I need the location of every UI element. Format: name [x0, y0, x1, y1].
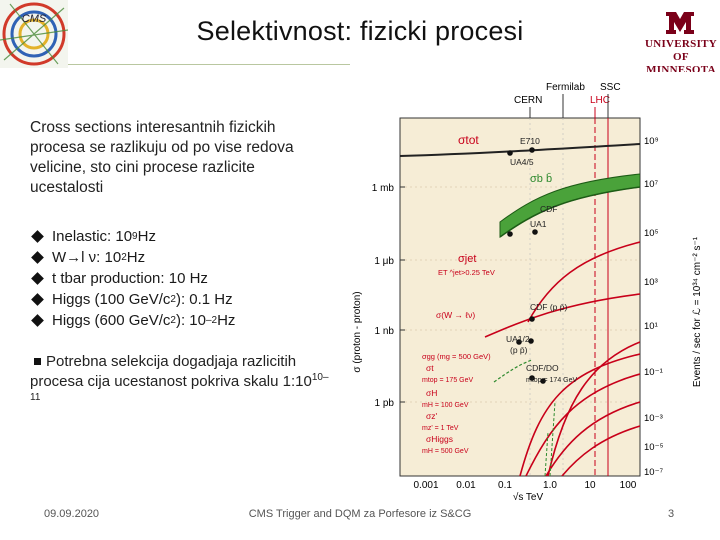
- label-sigma-bb: σb b̄: [530, 172, 552, 185]
- label-lhc: LHC: [590, 95, 610, 106]
- intro-text: Cross sections interesantnih fizickih pr…: [30, 119, 294, 196]
- y-right-tick: 10⁻⁷: [644, 467, 664, 478]
- label-sigma-tot: σtot: [458, 133, 479, 147]
- y-right-tick: 10⁹: [644, 136, 659, 147]
- label-jet-cut: ET ^jet>0.25 TeV: [438, 268, 495, 277]
- label-w-lnu: σ(W → ℓν): [436, 310, 475, 320]
- label-e710: E710: [520, 136, 540, 146]
- university-logo: [640, 8, 720, 68]
- square-bullet-icon: [34, 357, 41, 365]
- diamond-bullet-icon: [31, 293, 44, 306]
- label-sigma-gg: σgg (mg = 500 GeV): [422, 352, 491, 361]
- university-line1: UNIVERSITY: [644, 38, 718, 50]
- y-right-tick: 10⁷: [644, 179, 659, 190]
- label-sigma-z: σz': [426, 411, 437, 421]
- x-tick: 0.001: [413, 480, 438, 491]
- y-right-tick: 10³: [644, 277, 658, 288]
- diamond-bullet-icon: [31, 272, 44, 285]
- label-mtop-175: mtop = 175 GeV: [422, 377, 474, 384]
- y-left-tick: 1 μb: [374, 256, 394, 267]
- y-right-title: Events / sec for ℒ = 10³⁴ cm⁻² s⁻¹: [692, 236, 703, 387]
- x-tick: 10: [584, 480, 596, 491]
- label-cdf-ppbar: CDF (p p̄): [530, 302, 567, 312]
- bullet-higgs-100: Higgs (100 GeV/c 2): 0.1 Hz: [30, 289, 340, 310]
- cms-logo-text: CMS: [22, 13, 47, 25]
- y-right-tick: 10⁻¹: [644, 367, 663, 378]
- label-sigma-h: σH: [426, 388, 437, 398]
- label-ssc: SSC: [600, 82, 621, 93]
- y-right-tick: 10¹: [644, 321, 658, 332]
- y-right-tick: 10⁻³: [644, 413, 663, 424]
- y-left-tick: 1 pb: [375, 398, 395, 409]
- label-sigma-t: σt: [426, 363, 434, 373]
- y-left-title: σ (proton - proton): [352, 291, 363, 372]
- diamond-bullet-icon: [31, 251, 44, 264]
- x-tick: 0.01: [456, 480, 476, 491]
- bullet-higgs-600: Higgs (600 GeV/c 2): 10 –2 Hz: [30, 310, 340, 331]
- label-ua45: UA4/5: [510, 157, 534, 167]
- y-right-tick: 10⁵: [644, 228, 659, 239]
- label-cdf: CDF: [540, 204, 557, 214]
- bullet-ttbar: t tbar production: 10 Hz: [30, 268, 340, 289]
- label-mh-500: mH = 500 GeV: [422, 448, 469, 455]
- label-ua12b: (p p̄): [510, 345, 528, 355]
- bullet-inelastic: Inelastic: 10 9 Hz: [30, 226, 340, 247]
- label-mtop-174: mtop = 174 GeV: [526, 377, 578, 384]
- x-tick: 0.1: [498, 480, 512, 491]
- label-mz: mz' = 1 TeV: [422, 425, 459, 432]
- label-ua12: UA1/2: [506, 334, 530, 344]
- selection-note: Potrebna selekcija dogadjaja razlicitih …: [30, 353, 329, 403]
- y-left-tick: 1 nb: [375, 326, 395, 337]
- diamond-bullet-icon: [31, 230, 44, 243]
- y-left-tick: 1 mb: [372, 183, 395, 194]
- title-divider: [68, 64, 350, 65]
- x-tick: 1.0: [543, 480, 557, 491]
- footer-title: CMS Trigger and DQM za Porfesore iz S&CG: [248, 508, 472, 520]
- diamond-bullet-icon: [31, 314, 44, 327]
- label-sigma-higgs: σHiggs: [426, 434, 453, 444]
- label-sigma-jet: σjet: [458, 253, 476, 265]
- bullet-w-lnu: W→l ν: 10 2 Hz: [30, 247, 340, 268]
- page-number: 3: [668, 508, 675, 520]
- y-right-tick: 10⁻⁵: [644, 442, 664, 453]
- label-mh-100: mH = 100 GeV: [422, 402, 469, 409]
- cross-section-plot: Fermilab SSC CERN LHC: [350, 72, 720, 503]
- x-label: √s TeV: [513, 491, 544, 502]
- x-tick: 100: [620, 480, 637, 491]
- page-title: Selektivnost: fizicki procesi: [196, 16, 524, 46]
- label-ua1: UA1: [530, 219, 547, 229]
- cms-logo: CMS: [0, 0, 69, 68]
- footer-date: 09.09.2020: [44, 508, 100, 520]
- rate-list: Inelastic: 10 9 Hz W→l ν: 10 2 Hz t tbar pro…: [30, 226, 340, 331]
- label-cdf-do: CDF/DO: [526, 363, 559, 373]
- label-fermilab: Fermilab: [546, 82, 585, 93]
- label-cern: CERN: [514, 95, 542, 106]
